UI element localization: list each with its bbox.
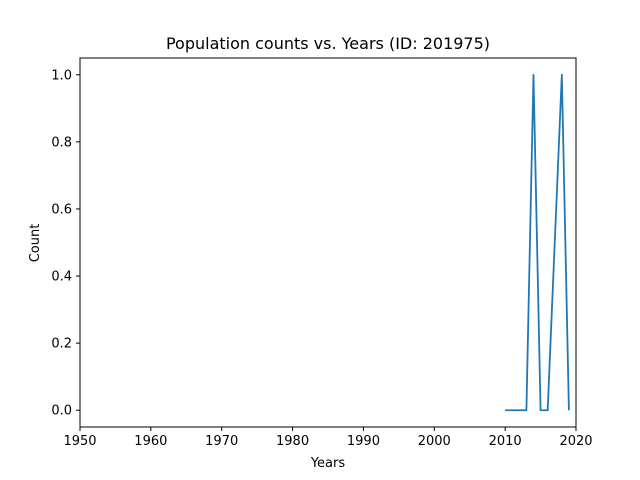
y-tick-label: 1.0 — [51, 68, 72, 83]
x-tick-label: 1950 — [63, 434, 96, 449]
x-axis-label: Years — [310, 456, 346, 471]
y-axis: 0.0 0.2 0.4 0.6 0.8 1.0 — [51, 68, 80, 419]
series-line — [505, 73, 570, 412]
x-tick-label: 1980 — [276, 434, 309, 449]
x-tick-label: 1960 — [134, 434, 167, 449]
x-tick-label: 1990 — [347, 434, 380, 449]
x-axis: 1950 1960 1970 1980 1990 2000 2010 2020 — [63, 427, 593, 449]
plot-area — [80, 58, 576, 427]
y-tick-label: 0.8 — [51, 135, 72, 150]
y-axis-label: Count — [28, 224, 43, 263]
x-tick-label: 2020 — [559, 434, 592, 449]
y-tick-label: 0.0 — [51, 404, 72, 419]
x-tick-label: 2000 — [418, 434, 451, 449]
x-tick-label: 2010 — [489, 434, 522, 449]
plot-frame — [79, 57, 577, 428]
series-layer — [505, 73, 570, 412]
y-tick-label: 0.2 — [51, 337, 72, 352]
chart-title: Population counts vs. Years (ID: 201975) — [166, 34, 490, 53]
x-tick-label: 1970 — [205, 434, 238, 449]
y-tick-label: 0.6 — [51, 202, 72, 217]
y-tick-label: 0.4 — [51, 270, 72, 285]
